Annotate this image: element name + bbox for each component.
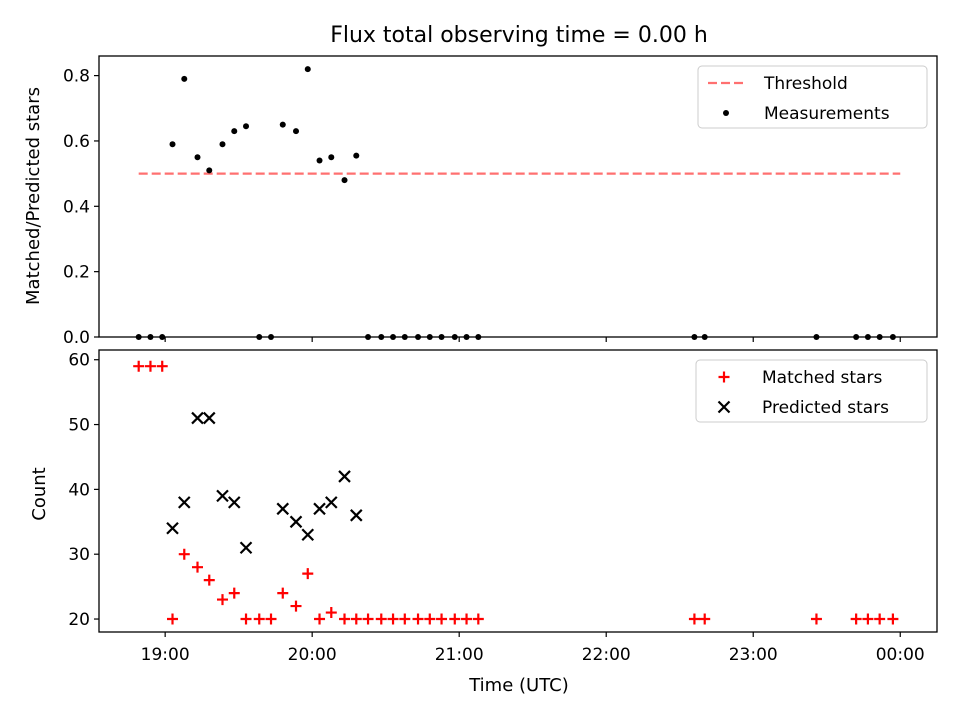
- matched-star-point: [412, 613, 424, 625]
- x-tick-label: 21:00: [435, 645, 484, 665]
- bottom-legend: [695, 359, 928, 423]
- matched-star-point: [472, 613, 484, 625]
- predicted-star-point: [313, 502, 326, 516]
- predicted-star-point: [338, 470, 351, 483]
- bottom-y-tick-label: 30: [68, 545, 90, 565]
- legend-label: Measurements: [764, 104, 890, 124]
- predicted-star-point: [227, 496, 241, 509]
- top-legend: [697, 65, 928, 129]
- matched-star-point: [192, 561, 204, 573]
- matched-star-point: [350, 613, 362, 625]
- legend-predicted-swatch: [717, 400, 731, 414]
- bottom-y-tick-label: 40: [68, 480, 90, 500]
- x-tick-label: 00:00: [876, 645, 925, 665]
- measurement-point: [219, 141, 226, 148]
- matched-star-point: [850, 613, 862, 625]
- predicted-star-point: [289, 515, 303, 529]
- matched-star-point: [449, 613, 461, 625]
- matched-star-point: [277, 587, 289, 599]
- x-tick-label: 19:00: [141, 645, 190, 665]
- top-y-tick-label: 0.2: [63, 263, 90, 283]
- matched-star-point: [810, 613, 822, 625]
- measurement-point: [293, 128, 300, 135]
- matched-star-point: [399, 613, 411, 625]
- legend-matched-swatch: [718, 371, 730, 383]
- matched-star-point: [874, 613, 886, 625]
- matched-star-point: [133, 360, 145, 372]
- measurement-point: [328, 154, 335, 161]
- predicted-star-point: [177, 496, 191, 509]
- bottom-y-tick-label: 20: [68, 610, 90, 630]
- measurement-point: [194, 154, 201, 161]
- measurement-point: [341, 177, 348, 184]
- top-y-tick-label: 0.0: [63, 328, 90, 348]
- matched-star-point: [167, 613, 179, 625]
- matched-star-point: [240, 613, 252, 625]
- measurement-point: [181, 75, 188, 82]
- legend-label: Threshold: [763, 74, 848, 94]
- top-y-tick-label: 0.6: [63, 132, 90, 152]
- matched-star-point: [339, 613, 351, 625]
- matched-star-point: [156, 360, 168, 372]
- top-y-tick-label: 0.4: [63, 197, 90, 217]
- matched-star-point: [375, 613, 387, 625]
- predicted-star-point: [301, 528, 315, 542]
- measurement-point: [279, 121, 286, 128]
- predicted-star-point: [191, 411, 204, 425]
- matched-star-point: [325, 607, 337, 619]
- matched-star-point: [862, 613, 874, 625]
- matched-star-point: [265, 613, 277, 625]
- predicted-star-point: [166, 521, 179, 535]
- measurement-point: [353, 152, 360, 159]
- legend-label: Predicted stars: [762, 398, 889, 418]
- x-axis-label: Time (UTC): [468, 675, 569, 696]
- predicted-star-point: [350, 509, 363, 522]
- matched-star-point: [699, 613, 711, 625]
- matched-star-point: [387, 613, 399, 625]
- predicted-star-point: [325, 496, 338, 509]
- measurement-point: [304, 66, 311, 73]
- top-axes-frame: [98, 55, 938, 338]
- bottom-axes-frame: [98, 349, 938, 633]
- measurement-point: [243, 123, 250, 130]
- predicted-star-point: [202, 411, 216, 425]
- matched-star-point: [216, 594, 228, 606]
- matched-star-point: [203, 574, 215, 586]
- top-y-tick-label: 0.8: [63, 67, 90, 87]
- matched-star-point: [228, 587, 240, 599]
- predicted-star-point: [216, 489, 229, 503]
- legend-measurement-swatch: [723, 110, 729, 116]
- matched-star-point: [314, 613, 326, 625]
- matched-star-point: [144, 360, 156, 372]
- x-tick-label: 22:00: [582, 645, 631, 665]
- bottom-y-tick-label: 50: [68, 416, 90, 436]
- top-y-axis-label: Matched/Predicted stars: [23, 87, 44, 305]
- matched-star-point: [461, 613, 473, 625]
- predicted-star-point: [276, 502, 290, 516]
- measurement-point: [316, 157, 323, 164]
- matched-star-point: [178, 548, 190, 560]
- chart-title: Flux total observing time = 0.00 h: [330, 23, 708, 48]
- x-tick-label: 23:00: [729, 645, 778, 665]
- predicted-star-point: [239, 541, 253, 555]
- legend-label: Matched stars: [762, 368, 882, 388]
- measurement-point: [169, 141, 176, 148]
- matched-star-point: [688, 613, 700, 625]
- matched-star-point: [424, 613, 436, 625]
- matched-star-point: [302, 568, 314, 580]
- matched-star-point: [362, 613, 374, 625]
- matched-star-point: [887, 613, 899, 625]
- measurement-point: [231, 128, 238, 135]
- x-tick-label: 20:00: [288, 645, 337, 665]
- matched-star-point: [253, 613, 265, 625]
- bottom-y-tick-label: 60: [68, 351, 90, 371]
- matched-star-point: [290, 600, 302, 612]
- matched-star-point: [436, 613, 448, 625]
- measurement-point: [206, 167, 213, 174]
- bottom-y-axis-label: Count: [29, 467, 50, 520]
